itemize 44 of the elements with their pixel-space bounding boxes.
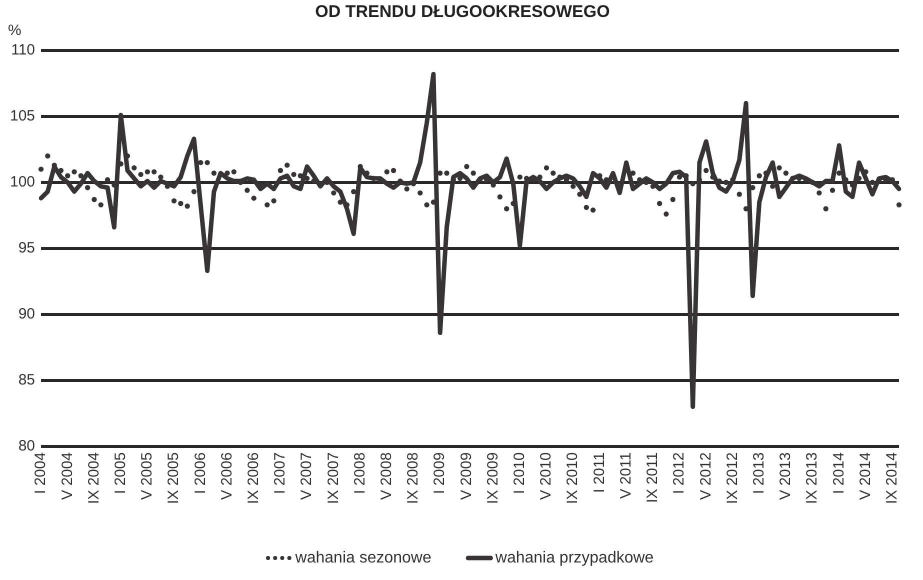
y-tick-label: 90 xyxy=(18,305,36,322)
x-tick-label: V 2010 xyxy=(538,452,555,500)
y-axis-title: % xyxy=(8,22,22,40)
x-tick-label: I 2008 xyxy=(351,452,368,494)
x-tick-label: IX 2014 xyxy=(883,452,900,504)
x-tick-label: I 2006 xyxy=(192,452,209,494)
y-tick-label: 80 xyxy=(18,437,36,454)
x-tick-label: V 2008 xyxy=(378,452,396,500)
x-tick-label: I 2014 xyxy=(830,452,848,494)
x-tick-label: IX 2006 xyxy=(245,452,262,504)
x-tick-label: I 2010 xyxy=(511,452,528,494)
x-tick-label: V 2012 xyxy=(697,452,714,500)
x-tick-label: V 2005 xyxy=(138,452,156,500)
x-tick-label: IX 2009 xyxy=(484,452,502,504)
x-tick-label: IX 2008 xyxy=(404,452,422,504)
x-tick-label: V 2006 xyxy=(218,452,236,500)
x-tick-label: V 2013 xyxy=(777,452,794,500)
x-tick-label: I 2004 xyxy=(32,452,50,494)
x-tick-label: I 2011 xyxy=(590,452,608,493)
legend-label: wahania przypadkowe xyxy=(494,549,654,566)
x-tick-label: I 2007 xyxy=(272,452,289,494)
chart-title: OD TRENDU DŁUGOOKRESOWEGO xyxy=(315,2,610,21)
x-tick-label: V 2004 xyxy=(58,452,76,500)
x-tick-label: V 2014 xyxy=(856,452,874,500)
y-tick-label: 95 xyxy=(18,239,36,256)
legend-label: wahania sezonowe xyxy=(294,549,432,566)
y-tick-label: 110 xyxy=(11,42,36,59)
x-tick-label: IX 2004 xyxy=(85,452,102,504)
x-tick-label: V 2007 xyxy=(298,452,316,500)
y-tick-label: 100 xyxy=(10,174,36,191)
x-tick-label: IX 2013 xyxy=(804,452,821,504)
x-tick-label: I 2012 xyxy=(670,452,688,494)
x-tick-label: IX 2007 xyxy=(324,452,342,504)
x-tick-label: IX 2010 xyxy=(564,452,582,504)
x-tick-label: V 2009 xyxy=(458,452,475,500)
x-tick-label: I 2013 xyxy=(750,452,768,494)
x-tick-label: I 2009 xyxy=(431,452,448,494)
x-tick-label: IX 2005 xyxy=(165,452,182,504)
y-tick-label: 105 xyxy=(10,108,36,125)
x-tick-label: IX 2011 xyxy=(644,452,662,503)
x-tick-label: V 2011 xyxy=(617,452,634,499)
x-tick-label: I 2005 xyxy=(112,452,129,494)
x-tick-label: IX 2012 xyxy=(724,452,741,504)
y-tick-label: 85 xyxy=(18,371,36,388)
